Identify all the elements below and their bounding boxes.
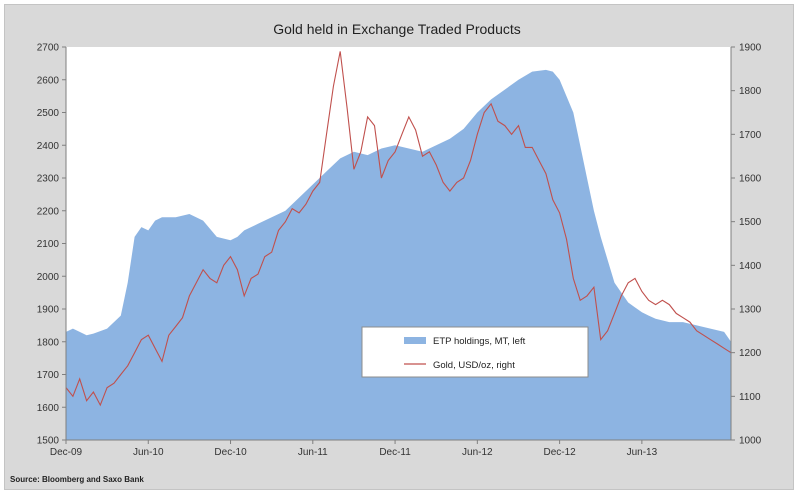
legend-label-gold: Gold, USD/oz, right [433, 360, 515, 371]
x-tick-label: Jun-13 [627, 447, 658, 458]
left-tick-label: 1800 [37, 337, 60, 348]
right-tick-label: 1400 [739, 261, 762, 272]
x-tick-label: Dec-09 [50, 447, 83, 458]
right-tick-label: 1500 [739, 217, 762, 228]
x-tick-label: Dec-10 [214, 447, 247, 458]
legend-box [361, 326, 589, 378]
x-axis: Dec-09 Jun-10 Dec-10 Jun-11 Dec-11 Jun-12 Dec-… [50, 440, 658, 458]
legend-swatch-etp [404, 337, 426, 344]
left-tick-label: 2500 [37, 108, 60, 119]
plot-area [65, 47, 732, 441]
left-tick-label: 2400 [37, 141, 60, 152]
series-gold-price-line [65, 51, 732, 407]
right-tick-label: 1300 [739, 305, 762, 316]
x-tick-label: Jun-10 [133, 447, 164, 458]
left-tick-label: 2100 [37, 239, 60, 250]
left-tick-label: 2700 [37, 43, 60, 54]
right-tick-label: 1600 [739, 174, 762, 185]
left-tick-label: 2600 [37, 75, 60, 86]
x-tick-label: Jun-11 [298, 447, 328, 458]
left-tick-label: 2000 [37, 272, 60, 283]
right-tick-label: 1000 [739, 436, 762, 447]
right-tick-label: 1200 [739, 348, 762, 359]
legend-label-etp: ETP holdings, MT, left [433, 336, 526, 347]
right-tick-label: 1800 [739, 86, 762, 97]
source-note: Source: Bloomberg and Saxo Bank [10, 475, 144, 484]
right-tick-label: 1900 [739, 43, 762, 54]
chart-title: Gold held in Exchange Traded Products [273, 21, 521, 37]
left-tick-label: 1600 [37, 403, 60, 414]
left-tick-label: 2300 [37, 174, 60, 185]
right-axis: 1000 1100 1200 1300 1400 1500 1600 1700 1800 1900 [731, 43, 762, 447]
legend: ETP holdings, MT, left Gold, USD/oz, rig… [361, 326, 589, 378]
right-tick-label: 1700 [739, 130, 762, 141]
left-axis: 1500 1600 1700 1800 1900 2000 2100 2200 2300 2400… [37, 43, 66, 447]
left-tick-label: 1900 [37, 305, 60, 316]
left-tick-label: 2200 [37, 206, 60, 217]
left-tick-label: 1700 [37, 370, 60, 381]
left-tick-label: 1500 [37, 436, 60, 447]
right-tick-label: 1100 [739, 392, 761, 403]
x-tick-label: Dec-12 [543, 447, 576, 458]
x-tick-label: Jun-12 [462, 447, 493, 458]
x-tick-label: Dec-11 [379, 447, 411, 458]
